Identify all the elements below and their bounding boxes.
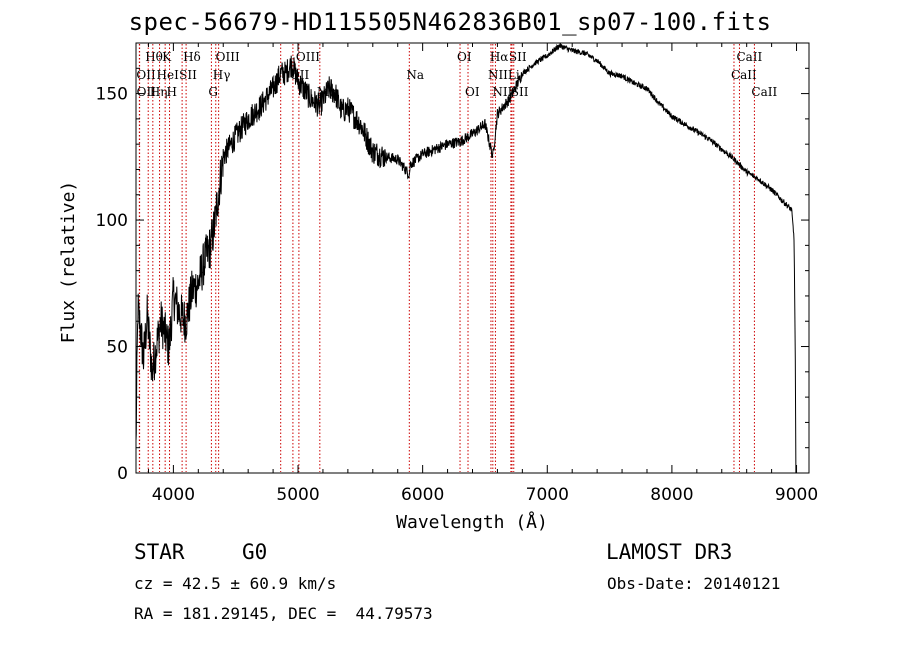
x-tick-label: 4000: [152, 485, 195, 505]
line-marker-label: NII: [492, 85, 512, 99]
x-tick-label: 8000: [650, 485, 693, 505]
x-tick-label: 5000: [276, 485, 319, 505]
line-marker-label: CaII: [731, 68, 757, 82]
line-marker-label: Hγ: [213, 68, 231, 82]
line-marker-label: HeI: [157, 68, 180, 82]
line-marker-label: SII: [509, 50, 527, 64]
y-axis: 0 50 100 150: [96, 67, 809, 484]
line-marker-label: OIII: [296, 50, 320, 64]
line-marker-label: Hθ: [145, 50, 163, 64]
line-marker-label: Hα: [490, 50, 509, 64]
object-subclass: G0: [242, 540, 268, 564]
line-marker-label: Hδ: [183, 50, 201, 64]
line-marker-label: OII: [136, 68, 156, 82]
line-marker-label: Li: [508, 68, 520, 82]
y-tick-label: 100: [96, 211, 128, 231]
line-marker-label: Na: [406, 68, 424, 82]
line-marker-label: Hη: [150, 85, 168, 99]
plot-frame: [135, 42, 810, 474]
line-marker-label: OIII: [216, 50, 240, 64]
line-marker-label: OII: [137, 85, 157, 99]
x-tick-label: 6000: [401, 485, 444, 505]
x-tick-label: 9000: [775, 485, 818, 505]
coordinates: RA = 181.29145, DEC = 44.79573: [134, 604, 433, 623]
spectrum-line: [135, 42, 797, 474]
observation-date: Obs-Date: 20140121: [607, 574, 781, 593]
y-tick-label: 0: [117, 464, 128, 484]
line-marker-label: OI: [457, 50, 472, 64]
survey-name: LAMOST DR3: [606, 540, 733, 564]
line-marker-label: H: [167, 85, 177, 99]
spectrum-series: [135, 42, 797, 474]
line-marker-label: NII: [488, 68, 508, 82]
object-class: STAR: [134, 540, 185, 564]
line-marker-label: CaII: [736, 50, 762, 64]
line-marker-label: OI: [465, 85, 480, 99]
line-marker-label: K: [162, 50, 172, 64]
line-marker-label: SII: [179, 68, 197, 82]
line-marker-label: CaII: [751, 85, 777, 99]
redshift-velocity: cz = 42.5 ± 60.9 km/s: [134, 574, 337, 593]
y-axis-label: Flux (relative): [58, 181, 79, 344]
chart-title: spec-56679-HD115505N462836B01_sp07-100.f…: [128, 8, 772, 36]
y-tick-label: 150: [96, 85, 128, 105]
line-marker-label: G: [208, 85, 218, 99]
x-axis-label: Wavelength (Å): [396, 511, 548, 533]
x-tick-label: 7000: [526, 485, 569, 505]
y-tick-label: 50: [106, 338, 128, 358]
x-axis: 4000 5000 6000 7000 8000 9000: [147, 43, 818, 505]
